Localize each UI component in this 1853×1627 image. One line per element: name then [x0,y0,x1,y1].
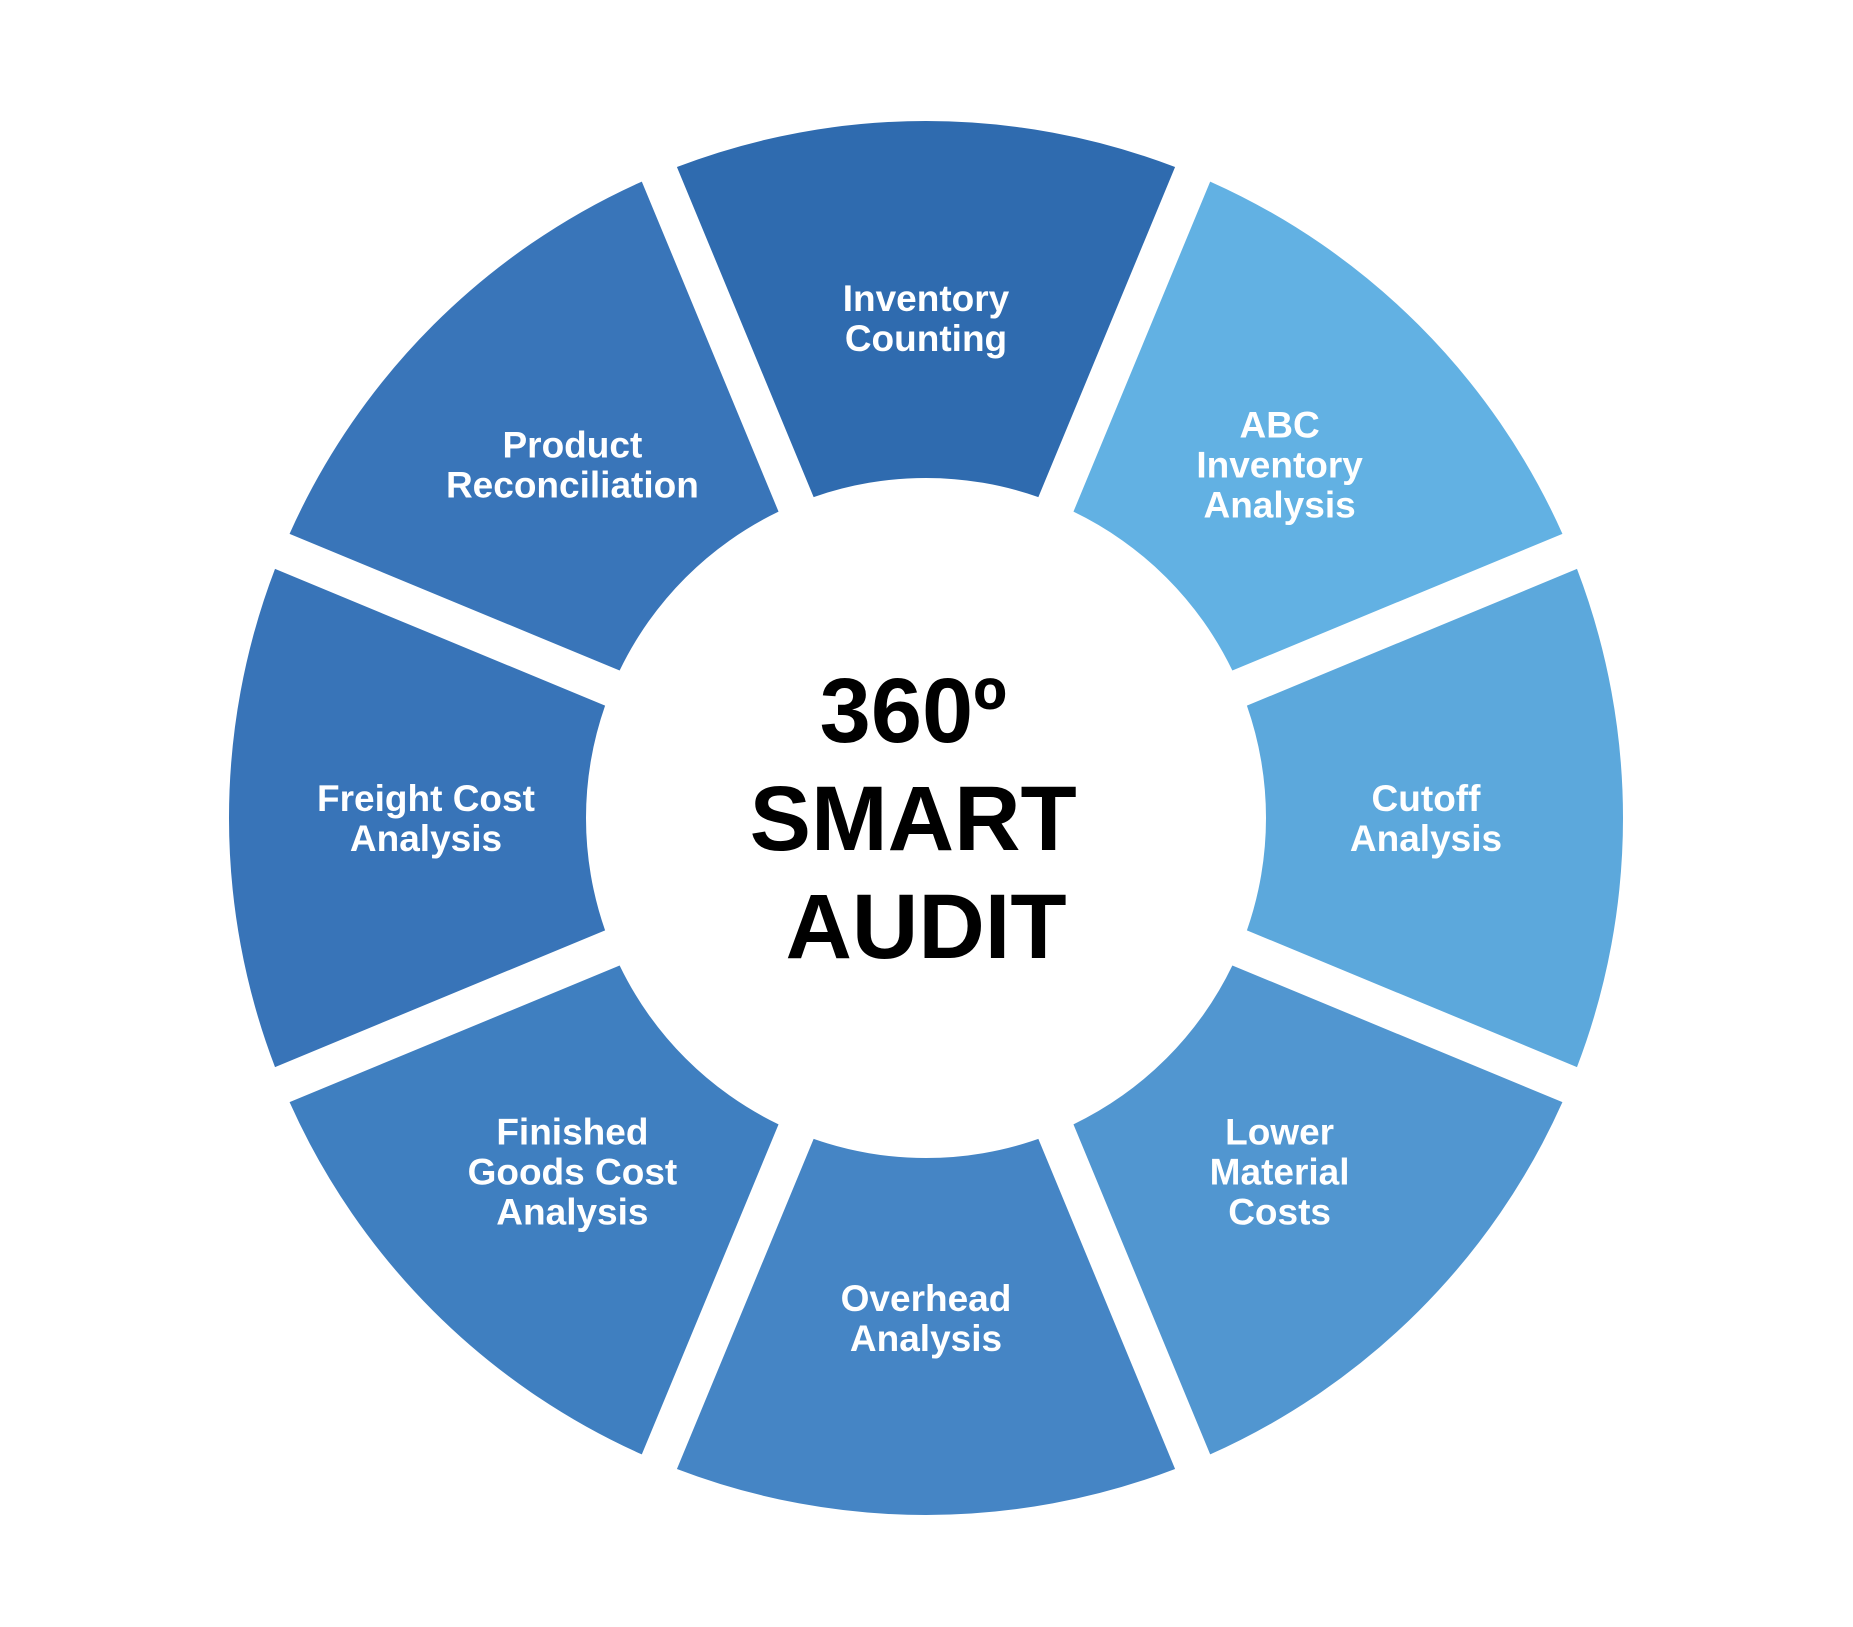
segment-label-line: Analysis [1203,484,1355,525]
segment-label-line: Material [1210,1152,1350,1193]
segment-label-line: Analysis [850,1318,1002,1359]
segment-label-cutoff-analysis: Cutoff Analysis [1350,778,1502,859]
segment-label-line: Inventory [1196,444,1363,485]
segment-label-line: Reconciliation [446,464,699,505]
segment-finished-goods-cost-analysis [289,965,779,1455]
segment-label-inventory-counting: Inventory Counting [843,278,1010,359]
center-title-line-1: 360º [820,660,1007,762]
segment-label-line: Product [503,424,643,465]
segment-label-freight-cost-analysis: Freight Cost Analysis [317,778,535,859]
segment-label-finished-goods-cost-analysis: Finished Goods Cost Analysis [468,1112,678,1233]
segment-label-abc-inventory-analysis: ABC Inventory Analysis [1196,404,1363,525]
segment-freight-cost-analysis [228,568,606,1068]
segment-label-line: Overhead [841,1278,1012,1319]
center-title-line-3: AUDIT [785,876,1066,978]
segment-label-line: Counting [845,318,1007,359]
segment-label-line: Analysis [350,818,502,859]
segment-label-product-reconciliation: Product Reconciliation [446,424,699,505]
segment-label-line: Costs [1228,1192,1331,1233]
segment-overhead-analysis [676,1138,1176,1516]
wheel-segments [228,120,1624,1516]
segment-lower-material-costs [1073,965,1563,1455]
segment-label-lower-material-costs: Lower Material Costs [1210,1112,1350,1233]
segment-label-line: Freight Cost [317,778,535,819]
segment-inventory-counting [676,120,1176,498]
segment-label-line: Analysis [496,1192,648,1233]
segment-label-line: Goods Cost [468,1152,678,1193]
segment-label-overhead-analysis: Overhead Analysis [841,1278,1012,1359]
segment-label-line: Inventory [843,278,1010,319]
segment-label-line: Lower [1225,1112,1334,1153]
segment-product-reconciliation [289,181,779,671]
center-title: 360º SMART AUDIT [750,660,1103,978]
segment-label-line: ABC [1240,404,1320,445]
segment-label-line: Analysis [1350,818,1502,859]
segment-cutoff-analysis [1246,568,1624,1068]
segment-label-line: Finished [496,1112,648,1153]
segment-abc-inventory-analysis [1073,181,1563,671]
segment-label-line: Cutoff [1372,778,1482,819]
center-title-line-2: SMART [750,768,1077,870]
